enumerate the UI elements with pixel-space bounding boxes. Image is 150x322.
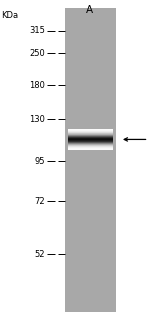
Bar [68,141,113,142]
Bar [68,141,113,142]
Bar [68,148,113,149]
Bar [68,136,113,137]
Text: 52: 52 [34,250,45,259]
Text: 315: 315 [29,26,45,35]
Bar [68,145,113,146]
Text: KDa: KDa [1,11,18,20]
Bar [68,135,113,136]
Text: 180: 180 [29,81,45,90]
Text: 250: 250 [29,49,45,58]
Text: 72: 72 [34,197,45,206]
Bar [68,146,113,147]
Text: 95: 95 [34,156,45,166]
Bar [68,149,113,150]
Bar [68,130,113,131]
Bar [68,140,113,141]
Bar [68,133,113,134]
Bar [68,142,113,143]
Bar [68,129,113,130]
Text: 130: 130 [29,115,45,124]
Text: A: A [86,5,93,15]
Bar [68,131,113,132]
Bar [68,132,113,133]
Bar [68,139,113,140]
Bar [68,137,113,138]
Bar [68,134,113,135]
Bar [68,144,113,145]
Bar [68,147,113,148]
Bar [65,8,116,312]
Bar [68,138,113,139]
Bar [68,143,113,144]
